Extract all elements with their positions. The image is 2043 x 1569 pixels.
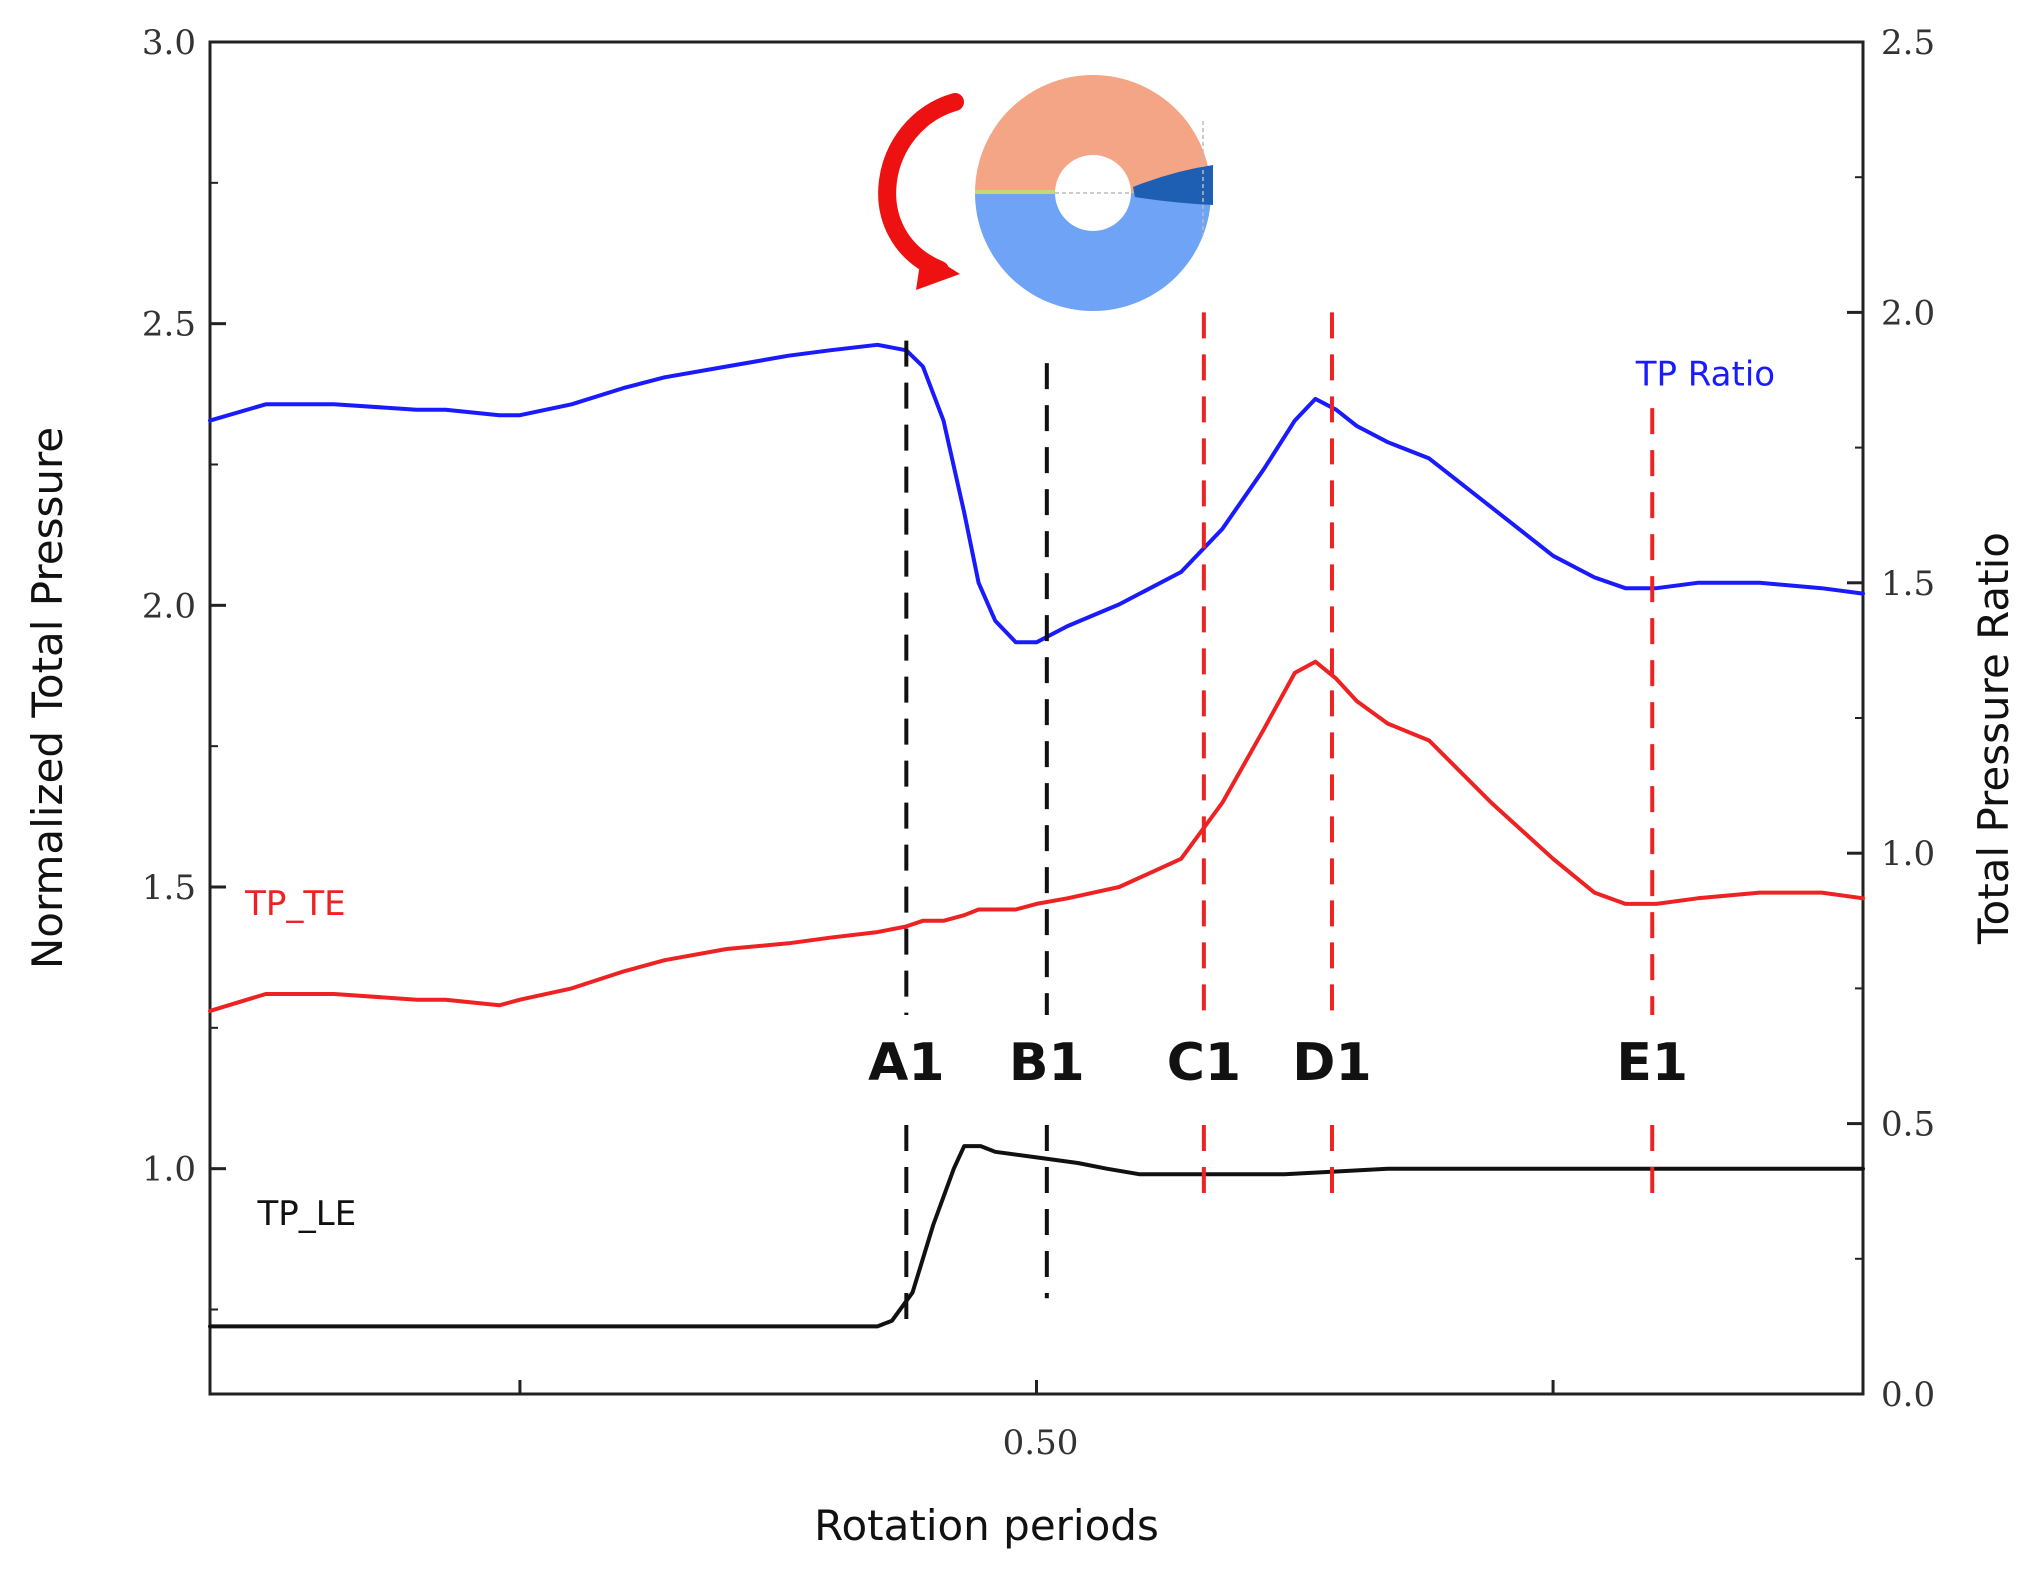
annulus-lower	[975, 193, 1211, 311]
annulus-inset	[975, 75, 1213, 311]
marker-label-d1: D1	[1292, 1033, 1371, 1093]
x-axis-title: Rotation periods	[814, 1501, 1159, 1550]
markers-group: A1 B1 C1 D1 E1	[868, 312, 1688, 1333]
y-right-tick-label: 2.5	[1881, 23, 1935, 63]
y-right-tick-label: 1.0	[1881, 834, 1935, 874]
series-label-tp-ratio: TP Ratio	[1635, 355, 1775, 395]
rotation-arrow-icon	[878, 93, 964, 290]
y-left-tick-label: 1.0	[142, 1150, 196, 1190]
marker-label-b1: B1	[1009, 1033, 1085, 1093]
series-line-tp-ratio	[208, 342, 1865, 645]
marker-label-a1: A1	[868, 1033, 944, 1093]
series-label-tp-le: TP_LE	[257, 1194, 357, 1234]
marker-label-e1: E1	[1616, 1033, 1688, 1093]
y-right-tick-label: 0.0	[1881, 1375, 1935, 1415]
y-left-tick-label: 2.5	[142, 305, 196, 345]
ticks: 1.0 1.5 2.0 2.5 3.0 0.0 0.5 1.0 1.5 2.0 2.5 0.50 Rot…	[23, 23, 2018, 1550]
annulus-dark-wedge	[1133, 165, 1213, 205]
x-tick-label: 0.50	[1003, 1423, 1079, 1463]
y-right-axis-title: Total Pressure Ratio	[1969, 532, 2018, 945]
y-left-axis-title: Normalized Total Pressure	[23, 427, 72, 969]
marker-label-c1: C1	[1167, 1033, 1241, 1093]
annulus-upper	[975, 75, 1211, 193]
y-right-tick-label: 1.5	[1881, 564, 1935, 604]
y-right-tick-label: 0.5	[1881, 1105, 1935, 1145]
y-left-tick-label: 3.0	[142, 23, 196, 63]
y-left-tick-label: 2.0	[142, 586, 196, 626]
series-line-tp-te	[208, 659, 1865, 1013]
series-labels-group: TP Ratio TP_TE TP_LE	[244, 355, 1775, 1234]
y-right-tick-label: 2.0	[1881, 293, 1935, 333]
series-line-tp-le	[208, 1144, 1865, 1329]
y-left-tick-label: 1.5	[142, 868, 196, 908]
series-group	[208, 342, 1865, 1329]
series-label-tp-te: TP_TE	[244, 884, 346, 924]
annulus-interface-line	[975, 190, 1055, 194]
